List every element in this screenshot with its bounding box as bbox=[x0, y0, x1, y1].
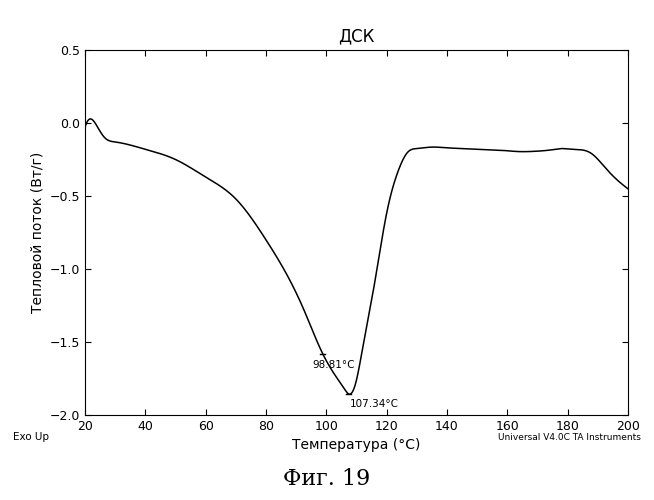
Title: ДСК: ДСК bbox=[338, 28, 375, 46]
Text: 107.34°C: 107.34°C bbox=[350, 399, 399, 409]
Text: 98.81°C: 98.81°C bbox=[312, 360, 354, 370]
Y-axis label: Тепловой поток (Вт/г): Тепловой поток (Вт/г) bbox=[30, 152, 44, 313]
Text: Universal V4.0C TA Instruments: Universal V4.0C TA Instruments bbox=[498, 434, 641, 442]
Text: Exo Up: Exo Up bbox=[13, 432, 49, 442]
X-axis label: Температура (°C): Температура (°C) bbox=[292, 438, 421, 452]
Text: Фиг. 19: Фиг. 19 bbox=[283, 468, 371, 490]
